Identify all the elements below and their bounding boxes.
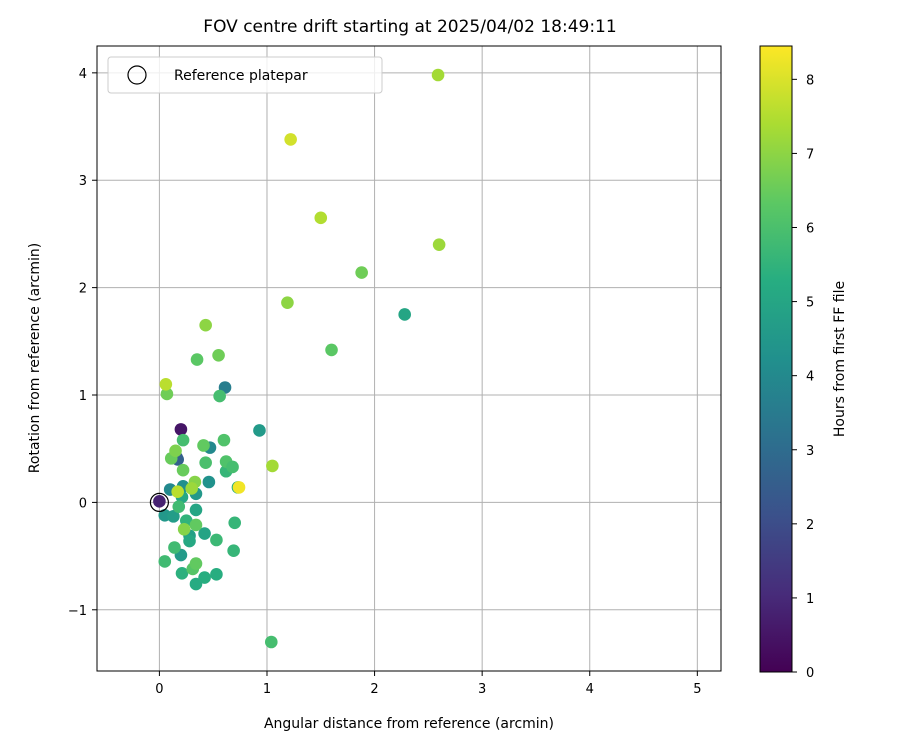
scatter-point (325, 343, 338, 357)
colorbar-tick-label: 3 (806, 444, 814, 459)
scatter-points (153, 68, 446, 649)
legend: Reference platepar (107, 56, 383, 94)
x-tick-label: 3 (478, 682, 486, 697)
colorbar-label: Hours from first FF file (832, 281, 848, 437)
x-tick-label: 4 (586, 682, 594, 697)
scatter-point (217, 433, 231, 447)
scatter-point (159, 377, 173, 391)
colorbar-tick-label: 2 (806, 518, 814, 533)
x-tick-label: 5 (693, 682, 701, 697)
colorbar-ticks: 0 1 2 3 4 5 6 7 8 (792, 73, 814, 681)
scatter-point (176, 463, 190, 477)
scatter-point (190, 353, 204, 366)
scatter-point (169, 444, 182, 458)
x-tick-label: 1 (263, 682, 271, 697)
scatter-point (284, 133, 297, 146)
colorbar-tick-label: 1 (806, 592, 814, 607)
plot-background (97, 46, 721, 671)
scatter-point (355, 266, 368, 279)
scatter-point (185, 482, 198, 495)
x-tick-label: 2 (370, 682, 378, 697)
y-tick-label: 3 (79, 174, 87, 189)
scatter-point (189, 577, 203, 591)
scatter-point (174, 423, 188, 436)
y-axis-label: Rotation from reference (arcmin) (27, 243, 43, 473)
scatter-point (314, 211, 328, 225)
scatter-point (281, 296, 294, 309)
scatter-point (153, 495, 166, 508)
scatter-point (398, 308, 411, 321)
legend-reference-marker (127, 65, 147, 85)
scatter-point (198, 571, 211, 584)
plot-area (96, 45, 722, 672)
y-axis-ticks: −1 0 1 2 3 4 (68, 67, 97, 619)
scatter-point (210, 568, 223, 581)
x-axis-ticks: 0 1 2 3 4 5 (155, 671, 701, 697)
y-tick-label: 2 (79, 282, 87, 297)
scatter-point (189, 503, 203, 517)
legend-box (107, 56, 383, 94)
legend-entry-reference: Reference platepar (174, 68, 308, 84)
reference-platepar-marker (149, 492, 169, 513)
y-tick-label: 0 (79, 496, 87, 511)
scatter-point (212, 348, 225, 362)
scatter-point (189, 557, 203, 570)
colorbar-gradient (759, 45, 793, 673)
scatter-point (431, 68, 445, 82)
scatter-point (226, 460, 239, 474)
colorbar-tick-label: 7 (806, 147, 814, 162)
scatter-point (199, 318, 212, 332)
colorbar-tick-label: 8 (806, 73, 814, 88)
colorbar-tick-label: 5 (806, 296, 814, 311)
colorbar-tick-label: 6 (806, 222, 814, 237)
scatter-point (183, 534, 196, 548)
colorbar-tick-label: 0 (806, 666, 814, 681)
scatter-point (172, 500, 186, 513)
scatter-point (189, 518, 203, 532)
colorbar-tick-label: 4 (806, 370, 814, 385)
scatter-point (253, 424, 266, 437)
scatter-point (177, 522, 191, 536)
scatter-point (228, 516, 242, 530)
scatter-point (432, 238, 446, 251)
reference-layer (149, 492, 169, 513)
scatter-point (264, 635, 278, 649)
chart-title: FOV centre drift starting at 2025/04/02 … (203, 17, 616, 37)
plot-frame (96, 45, 722, 672)
scatter-point (266, 459, 279, 473)
scatter-point (197, 439, 210, 452)
scatter-point (175, 566, 189, 580)
y-tick-label: 1 (79, 389, 87, 404)
scatter-point (171, 485, 184, 498)
y-tick-label: 4 (79, 67, 87, 82)
x-axis-label: Angular distance from reference (arcmin) (264, 716, 554, 732)
scatter-point (160, 387, 174, 401)
x-tick-label: 0 (155, 682, 163, 697)
scatter-point (158, 555, 172, 568)
scatter-point (210, 533, 223, 547)
scatter-point (202, 475, 216, 489)
colorbar: 0 1 2 3 4 5 6 7 8 Hours from first FF file (759, 45, 848, 681)
scatter-point (176, 433, 190, 447)
scatter-point (227, 544, 240, 558)
scatter-point (232, 481, 246, 494)
scatter-point (213, 389, 226, 403)
scatter-point (198, 527, 211, 540)
scatter-point (199, 456, 212, 469)
scatter-point (168, 541, 181, 554)
scatter-point (167, 510, 180, 523)
y-tick-label: −1 (68, 604, 87, 619)
